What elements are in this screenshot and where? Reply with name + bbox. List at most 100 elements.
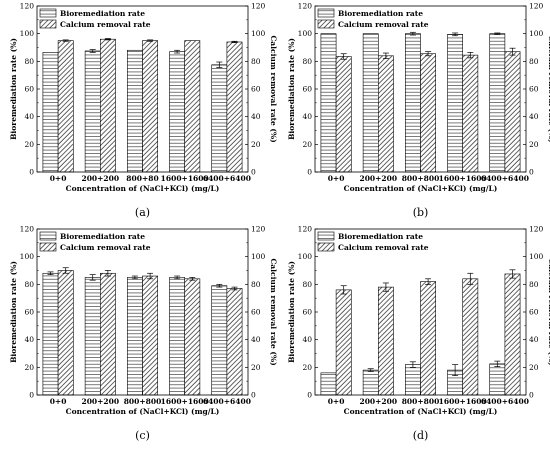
error-bar bbox=[382, 282, 389, 292]
bar-bioremediation-1 bbox=[320, 33, 337, 173]
y-tick-left: 0 bbox=[307, 168, 312, 177]
bar-bioremediation-1 bbox=[42, 272, 59, 396]
y-tick-left: 120 bbox=[298, 2, 313, 11]
error-bar bbox=[62, 267, 69, 274]
y-tick-right: 20 bbox=[529, 140, 539, 149]
x-tick-label: 0+0 bbox=[328, 397, 345, 406]
bar-calcium-removal-1 bbox=[57, 270, 74, 396]
error-bar bbox=[147, 39, 154, 42]
y-tick-left: 40 bbox=[302, 112, 312, 121]
legend-entry: Bioremediation rate bbox=[60, 232, 145, 241]
y-tick-right: 20 bbox=[251, 363, 261, 372]
y-tick-left: 80 bbox=[302, 280, 312, 289]
legend-swatch bbox=[39, 242, 57, 252]
error-bar bbox=[104, 38, 111, 41]
panel-label: (b) bbox=[413, 206, 429, 219]
y-tick-right: 80 bbox=[529, 280, 539, 289]
error-bar bbox=[467, 272, 474, 285]
bar-bioremediation-4 bbox=[169, 51, 185, 173]
x-tick-label: 200+200 bbox=[81, 174, 119, 183]
y-tick-right: 100 bbox=[529, 252, 544, 261]
y-axis-label-left: Bioremediation rate (%) bbox=[9, 261, 18, 363]
legend-entry: Bioremediation rate bbox=[60, 9, 145, 18]
bar-calcium-removal-4 bbox=[184, 278, 201, 396]
y-tick-left: 60 bbox=[24, 85, 34, 94]
y-tick-left: 40 bbox=[302, 335, 312, 344]
y-tick-right: 100 bbox=[251, 29, 266, 38]
y-tick-left: 0 bbox=[29, 168, 34, 177]
legend-swatch bbox=[317, 8, 335, 18]
x-tick-label: 1600+1600 bbox=[161, 174, 209, 183]
bar-calcium-removal-1 bbox=[335, 56, 352, 173]
bar-bioremediation-3 bbox=[127, 277, 143, 396]
y-tick-right: 120 bbox=[529, 2, 544, 11]
y-tick-left: 100 bbox=[298, 29, 313, 38]
error-bar bbox=[174, 49, 181, 54]
bar-bioremediation-2 bbox=[362, 33, 379, 173]
bar-calcium-removal-5 bbox=[226, 288, 243, 396]
y-tick-right: 60 bbox=[529, 308, 539, 317]
y-axis-label-right: Calcium removal rate (%) bbox=[547, 35, 550, 142]
x-tick-label: 1600+1600 bbox=[439, 397, 487, 406]
chart-panel-3: 0 0 20 20 40 40 60 60 80 80 100 100 120 120 0+0 200+200… bbox=[9, 225, 278, 443]
bar-calcium-removal-5 bbox=[504, 273, 521, 396]
bar-bioremediation-2 bbox=[84, 50, 101, 173]
error-bar bbox=[104, 270, 111, 277]
x-tick-label: 200+200 bbox=[359, 174, 397, 183]
y-tick-left: 80 bbox=[24, 57, 34, 66]
x-tick-label: 200+200 bbox=[81, 397, 119, 406]
legend: Bioremediation rate Calcium removal rate bbox=[39, 231, 151, 252]
error-bar bbox=[131, 275, 138, 280]
bar-bioremediation-5 bbox=[211, 285, 228, 396]
x-tick-label: 0+0 bbox=[328, 174, 345, 183]
y-tick-right: 0 bbox=[251, 391, 256, 400]
y-tick-right: 80 bbox=[529, 57, 539, 66]
bar-bioremediation-1 bbox=[320, 372, 337, 396]
y-tick-right: 100 bbox=[251, 252, 266, 261]
error-bar bbox=[409, 361, 416, 368]
x-axis-label: Concentration of (NaCl+KCl) (mg/L) bbox=[66, 184, 220, 193]
chart-panel-4: 0 0 20 20 40 40 60 60 80 80 100 100 120 120 0+0 200+200… bbox=[287, 225, 550, 443]
y-tick-right: 120 bbox=[251, 2, 266, 11]
y-tick-left: 60 bbox=[302, 85, 312, 94]
error-bar bbox=[382, 52, 389, 59]
error-bar bbox=[47, 271, 54, 275]
error-bar bbox=[452, 364, 459, 376]
y-tick-right: 20 bbox=[251, 140, 261, 149]
error-bar bbox=[147, 272, 154, 280]
x-axis-label: Concentration of (NaCl+KCl) (mg/L) bbox=[344, 407, 498, 416]
bar-calcium-removal-2 bbox=[100, 38, 116, 173]
chart-panel-2: 0 0 20 20 40 40 60 60 80 80 100 100 120 120 0+0 200+200… bbox=[287, 2, 550, 220]
bar-bioremediation-4 bbox=[447, 34, 463, 173]
y-tick-right: 40 bbox=[251, 112, 261, 121]
bar-calcium-removal-4 bbox=[184, 40, 201, 173]
x-tick-label: 0+0 bbox=[50, 397, 67, 406]
y-axis-label-left: Bioremediation rate (%) bbox=[9, 38, 18, 140]
bar-calcium-removal-2 bbox=[377, 55, 394, 173]
y-tick-left: 60 bbox=[24, 308, 34, 317]
bar-calcium-removal-4 bbox=[462, 54, 479, 173]
y-tick-right: 80 bbox=[251, 280, 261, 289]
y-tick-left: 80 bbox=[24, 280, 34, 289]
error-bar bbox=[425, 278, 432, 285]
error-bar bbox=[494, 360, 501, 367]
bar-calcium-removal-3 bbox=[420, 53, 436, 173]
bar-bioremediation-4 bbox=[169, 277, 185, 396]
error-bar bbox=[367, 368, 374, 372]
bar-calcium-removal-3 bbox=[142, 275, 158, 396]
bar-bioremediation-5 bbox=[489, 363, 506, 396]
bar-bioremediation-5 bbox=[489, 33, 506, 173]
panel-label: (d) bbox=[413, 429, 429, 442]
y-axis-label-right: Calcium removal rate (%) bbox=[547, 258, 550, 365]
error-bar bbox=[89, 274, 96, 281]
x-tick-label: 800+800 bbox=[402, 397, 440, 406]
panel-label: (c) bbox=[135, 429, 150, 442]
y-tick-right: 100 bbox=[529, 29, 544, 38]
bar-calcium-removal-5 bbox=[504, 51, 521, 173]
legend: Bioremediation rate Calcium removal rate bbox=[39, 8, 151, 29]
bar-bioremediation-2 bbox=[362, 369, 379, 396]
y-tick-left: 0 bbox=[29, 391, 34, 400]
y-tick-right: 60 bbox=[251, 85, 261, 94]
error-bar bbox=[174, 275, 181, 280]
error-bar bbox=[494, 32, 501, 35]
